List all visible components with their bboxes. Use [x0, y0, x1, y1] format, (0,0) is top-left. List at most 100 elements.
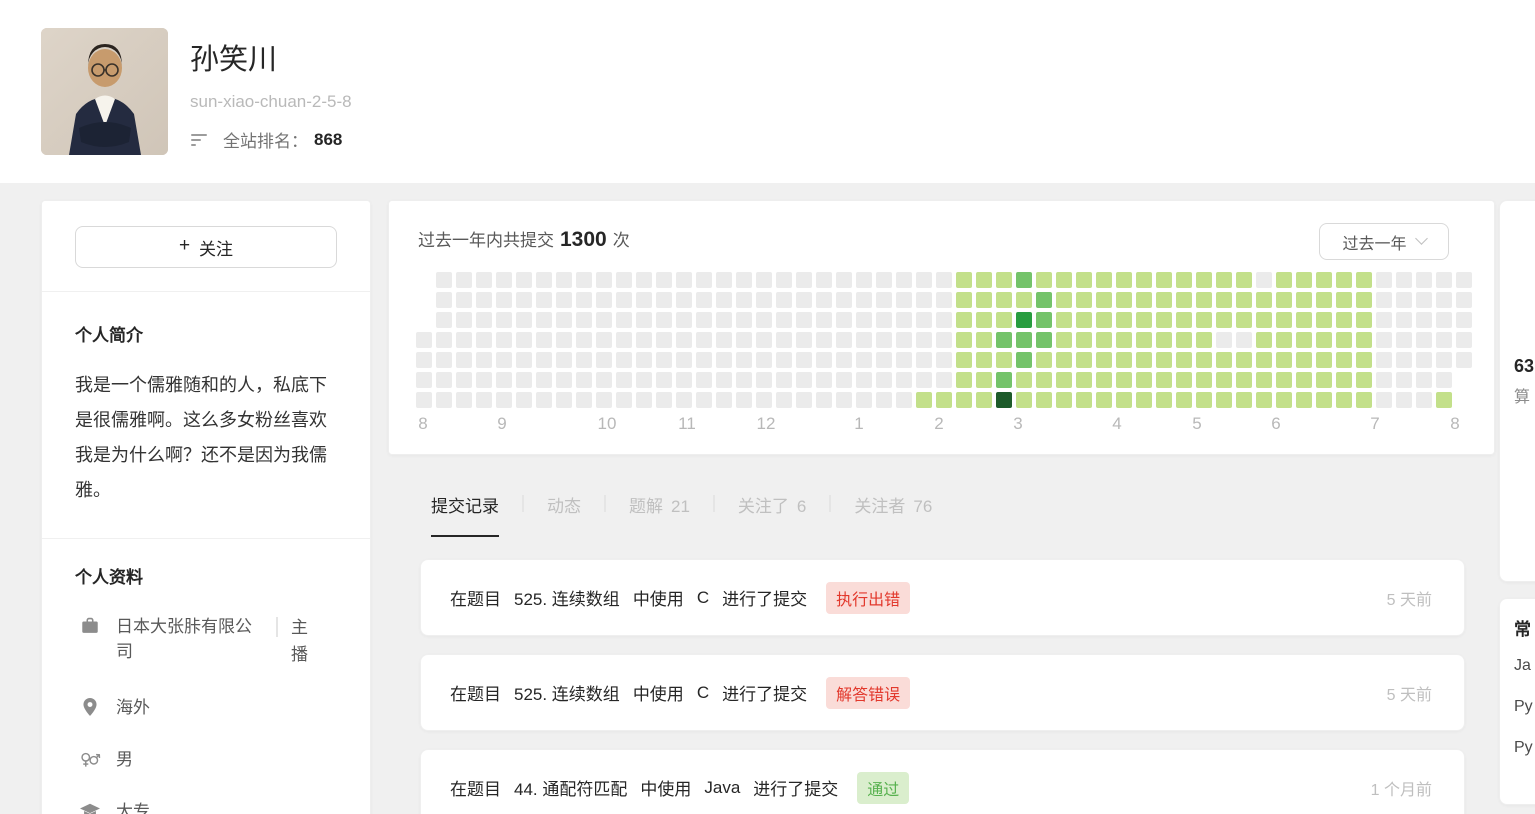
heatmap-cell[interactable]: [1236, 292, 1252, 308]
heatmap-cell[interactable]: [1396, 272, 1412, 288]
heatmap-cell[interactable]: [696, 332, 712, 348]
heatmap-cell[interactable]: [936, 292, 952, 308]
heatmap-cell[interactable]: [496, 312, 512, 328]
heatmap-cell[interactable]: [1396, 312, 1412, 328]
heatmap-cell[interactable]: [1456, 312, 1472, 328]
heatmap-cell[interactable]: [1016, 392, 1032, 408]
heatmap-cell[interactable]: [496, 372, 512, 388]
heatmap-cell[interactable]: [1036, 332, 1052, 348]
heatmap-cell[interactable]: [1016, 352, 1032, 368]
heatmap-cell[interactable]: [976, 272, 992, 288]
problem-link[interactable]: 525. 连续数组: [514, 590, 620, 609]
heatmap-cell[interactable]: [1376, 292, 1392, 308]
heatmap-cell[interactable]: [956, 392, 972, 408]
heatmap-cell[interactable]: [996, 292, 1012, 308]
heatmap-cell[interactable]: [896, 332, 912, 348]
heatmap-cell[interactable]: [896, 372, 912, 388]
heatmap-cell[interactable]: [476, 332, 492, 348]
heatmap-cell[interactable]: [716, 272, 732, 288]
heatmap-cell[interactable]: [736, 312, 752, 328]
heatmap-cell[interactable]: [556, 392, 572, 408]
heatmap-cell[interactable]: [1276, 312, 1292, 328]
heatmap-cell[interactable]: [1256, 292, 1272, 308]
heatmap-cell[interactable]: [776, 312, 792, 328]
heatmap-cell[interactable]: [436, 272, 452, 288]
heatmap-cell[interactable]: [1056, 352, 1072, 368]
heatmap-cell[interactable]: [1296, 292, 1312, 308]
heatmap-cell[interactable]: [996, 392, 1012, 408]
heatmap-cell[interactable]: [916, 392, 932, 408]
heatmap-cell[interactable]: [636, 372, 652, 388]
heatmap-cell[interactable]: [1076, 352, 1092, 368]
heatmap-cell[interactable]: [916, 352, 932, 368]
heatmap-cell[interactable]: [1016, 372, 1032, 388]
heatmap-cell[interactable]: [916, 312, 932, 328]
heatmap-cell[interactable]: [1276, 332, 1292, 348]
heatmap-cell[interactable]: [516, 352, 532, 368]
heatmap-cell[interactable]: [896, 312, 912, 328]
heatmap-cell[interactable]: [1156, 312, 1172, 328]
heatmap-cell[interactable]: [896, 392, 912, 408]
heatmap-cell[interactable]: [1456, 272, 1472, 288]
heatmap-cell[interactable]: [596, 372, 612, 388]
heatmap-cell[interactable]: [956, 292, 972, 308]
heatmap-cell[interactable]: [956, 332, 972, 348]
language-link[interactable]: C: [696, 682, 710, 702]
heatmap-cell[interactable]: [556, 312, 572, 328]
heatmap-cell[interactable]: [576, 352, 592, 368]
heatmap-cell[interactable]: [976, 312, 992, 328]
heatmap-cell[interactable]: [1116, 292, 1132, 308]
heatmap-cell[interactable]: [1456, 332, 1472, 348]
heatmap-cell[interactable]: [916, 272, 932, 288]
heatmap-cell[interactable]: [1376, 332, 1392, 348]
heatmap-cell[interactable]: [556, 372, 572, 388]
heatmap-cell[interactable]: [1396, 352, 1412, 368]
heatmap-cell[interactable]: [696, 352, 712, 368]
heatmap-cell[interactable]: [536, 372, 552, 388]
heatmap-cell[interactable]: [1376, 392, 1392, 408]
heatmap-cell[interactable]: [716, 392, 732, 408]
heatmap-cell[interactable]: [736, 392, 752, 408]
heatmap-cell[interactable]: [796, 392, 812, 408]
heatmap-cell[interactable]: [1256, 312, 1272, 328]
heatmap-cell[interactable]: [1136, 312, 1152, 328]
heatmap-cell[interactable]: [956, 272, 972, 288]
heatmap-cell[interactable]: [656, 332, 672, 348]
heatmap-cell[interactable]: [656, 312, 672, 328]
heatmap-cell[interactable]: [1216, 292, 1232, 308]
heatmap-cell[interactable]: [1436, 332, 1452, 348]
heatmap-cell[interactable]: [676, 312, 692, 328]
heatmap-cell[interactable]: [976, 332, 992, 348]
tab-题解[interactable]: 题解 21: [629, 492, 690, 535]
heatmap-cell[interactable]: [756, 372, 772, 388]
heatmap-cell[interactable]: [616, 292, 632, 308]
heatmap-cell[interactable]: [1016, 312, 1032, 328]
heatmap-cell[interactable]: [856, 372, 872, 388]
heatmap-cell[interactable]: [576, 272, 592, 288]
heatmap-cell[interactable]: [996, 352, 1012, 368]
heatmap-cell[interactable]: [496, 392, 512, 408]
heatmap-cell[interactable]: [636, 332, 652, 348]
heatmap-cell[interactable]: [1456, 292, 1472, 308]
heatmap-cell[interactable]: [876, 312, 892, 328]
heatmap-cell[interactable]: [656, 272, 672, 288]
heatmap-cell[interactable]: [1376, 352, 1392, 368]
heatmap-cell[interactable]: [416, 352, 432, 368]
heatmap-cell[interactable]: [416, 372, 432, 388]
heatmap-cell[interactable]: [516, 312, 532, 328]
heatmap-cell[interactable]: [556, 292, 572, 308]
heatmap-cell[interactable]: [1036, 372, 1052, 388]
heatmap-cell[interactable]: [856, 272, 872, 288]
heatmap-cell[interactable]: [796, 272, 812, 288]
heatmap-cell[interactable]: [976, 392, 992, 408]
heatmap-cell[interactable]: [976, 292, 992, 308]
heatmap-cell[interactable]: [1256, 272, 1272, 288]
heatmap-cell[interactable]: [456, 292, 472, 308]
heatmap-cell[interactable]: [1236, 312, 1252, 328]
heatmap-cell[interactable]: [516, 272, 532, 288]
heatmap-cell[interactable]: [1136, 352, 1152, 368]
heatmap-cell[interactable]: [736, 352, 752, 368]
heatmap-cell[interactable]: [1436, 352, 1452, 368]
heatmap-cell[interactable]: [636, 392, 652, 408]
heatmap-cell[interactable]: [996, 272, 1012, 288]
